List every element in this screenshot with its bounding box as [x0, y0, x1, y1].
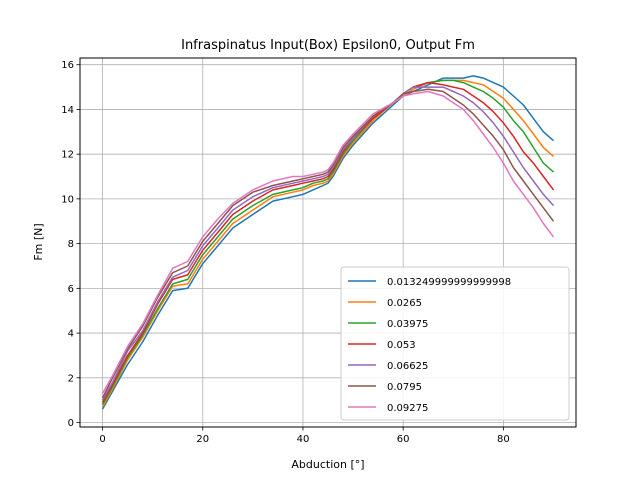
x-tick-label: 80	[497, 434, 510, 445]
legend-label-1: 0.013249999999999998	[387, 277, 511, 288]
chart-title: Infraspinatus Input(Box) Epsilon0, Outpu…	[181, 38, 475, 53]
series-layer	[101, 75, 555, 410]
y-tick-label: 16	[61, 60, 74, 71]
series-line-2	[101, 79, 554, 408]
legend-label-3: 0.03975	[387, 319, 428, 330]
legend-label-2: 0.0265	[387, 298, 422, 309]
legend-label-7: 0.09275	[387, 403, 428, 414]
y-axis-ticks: 0 2 4 6 8 10 12 14 16	[61, 60, 80, 429]
x-tick-label: 0	[99, 434, 105, 445]
legend-label-6: 0.0795	[387, 382, 422, 393]
x-axis-label: Abduction [°]	[291, 458, 364, 471]
legend-box	[340, 266, 570, 421]
y-tick-label: 14	[61, 105, 74, 116]
legend-label-5: 0.06625	[387, 361, 428, 372]
y-tick-label: 6	[68, 284, 74, 295]
series-line-7	[101, 90, 555, 394]
series-line-4	[101, 81, 555, 403]
legend: 0.013249999999999998 0.0265 0.03975 0.053 0.…	[340, 266, 570, 421]
y-tick-label: 8	[68, 239, 74, 250]
series-line-3	[101, 79, 554, 405]
legend-label-4: 0.053	[387, 340, 416, 351]
y-tick-label: 4	[68, 329, 74, 340]
series-line-6	[101, 88, 555, 399]
series-line-1	[101, 75, 554, 410]
x-tick-label: 20	[196, 434, 209, 445]
x-tick-label: 60	[397, 434, 410, 445]
x-axis-ticks: 0 20 40 60 80	[99, 427, 510, 445]
y-tick-label: 10	[61, 194, 74, 205]
x-tick-label: 40	[297, 434, 310, 445]
y-axis-label: Fm [N]	[32, 223, 45, 260]
series-line-5	[101, 86, 555, 401]
y-tick-label: 2	[68, 373, 74, 384]
y-tick-label: 12	[61, 150, 74, 161]
plot-frame	[79, 57, 577, 428]
y-tick-label: 0	[68, 418, 74, 429]
